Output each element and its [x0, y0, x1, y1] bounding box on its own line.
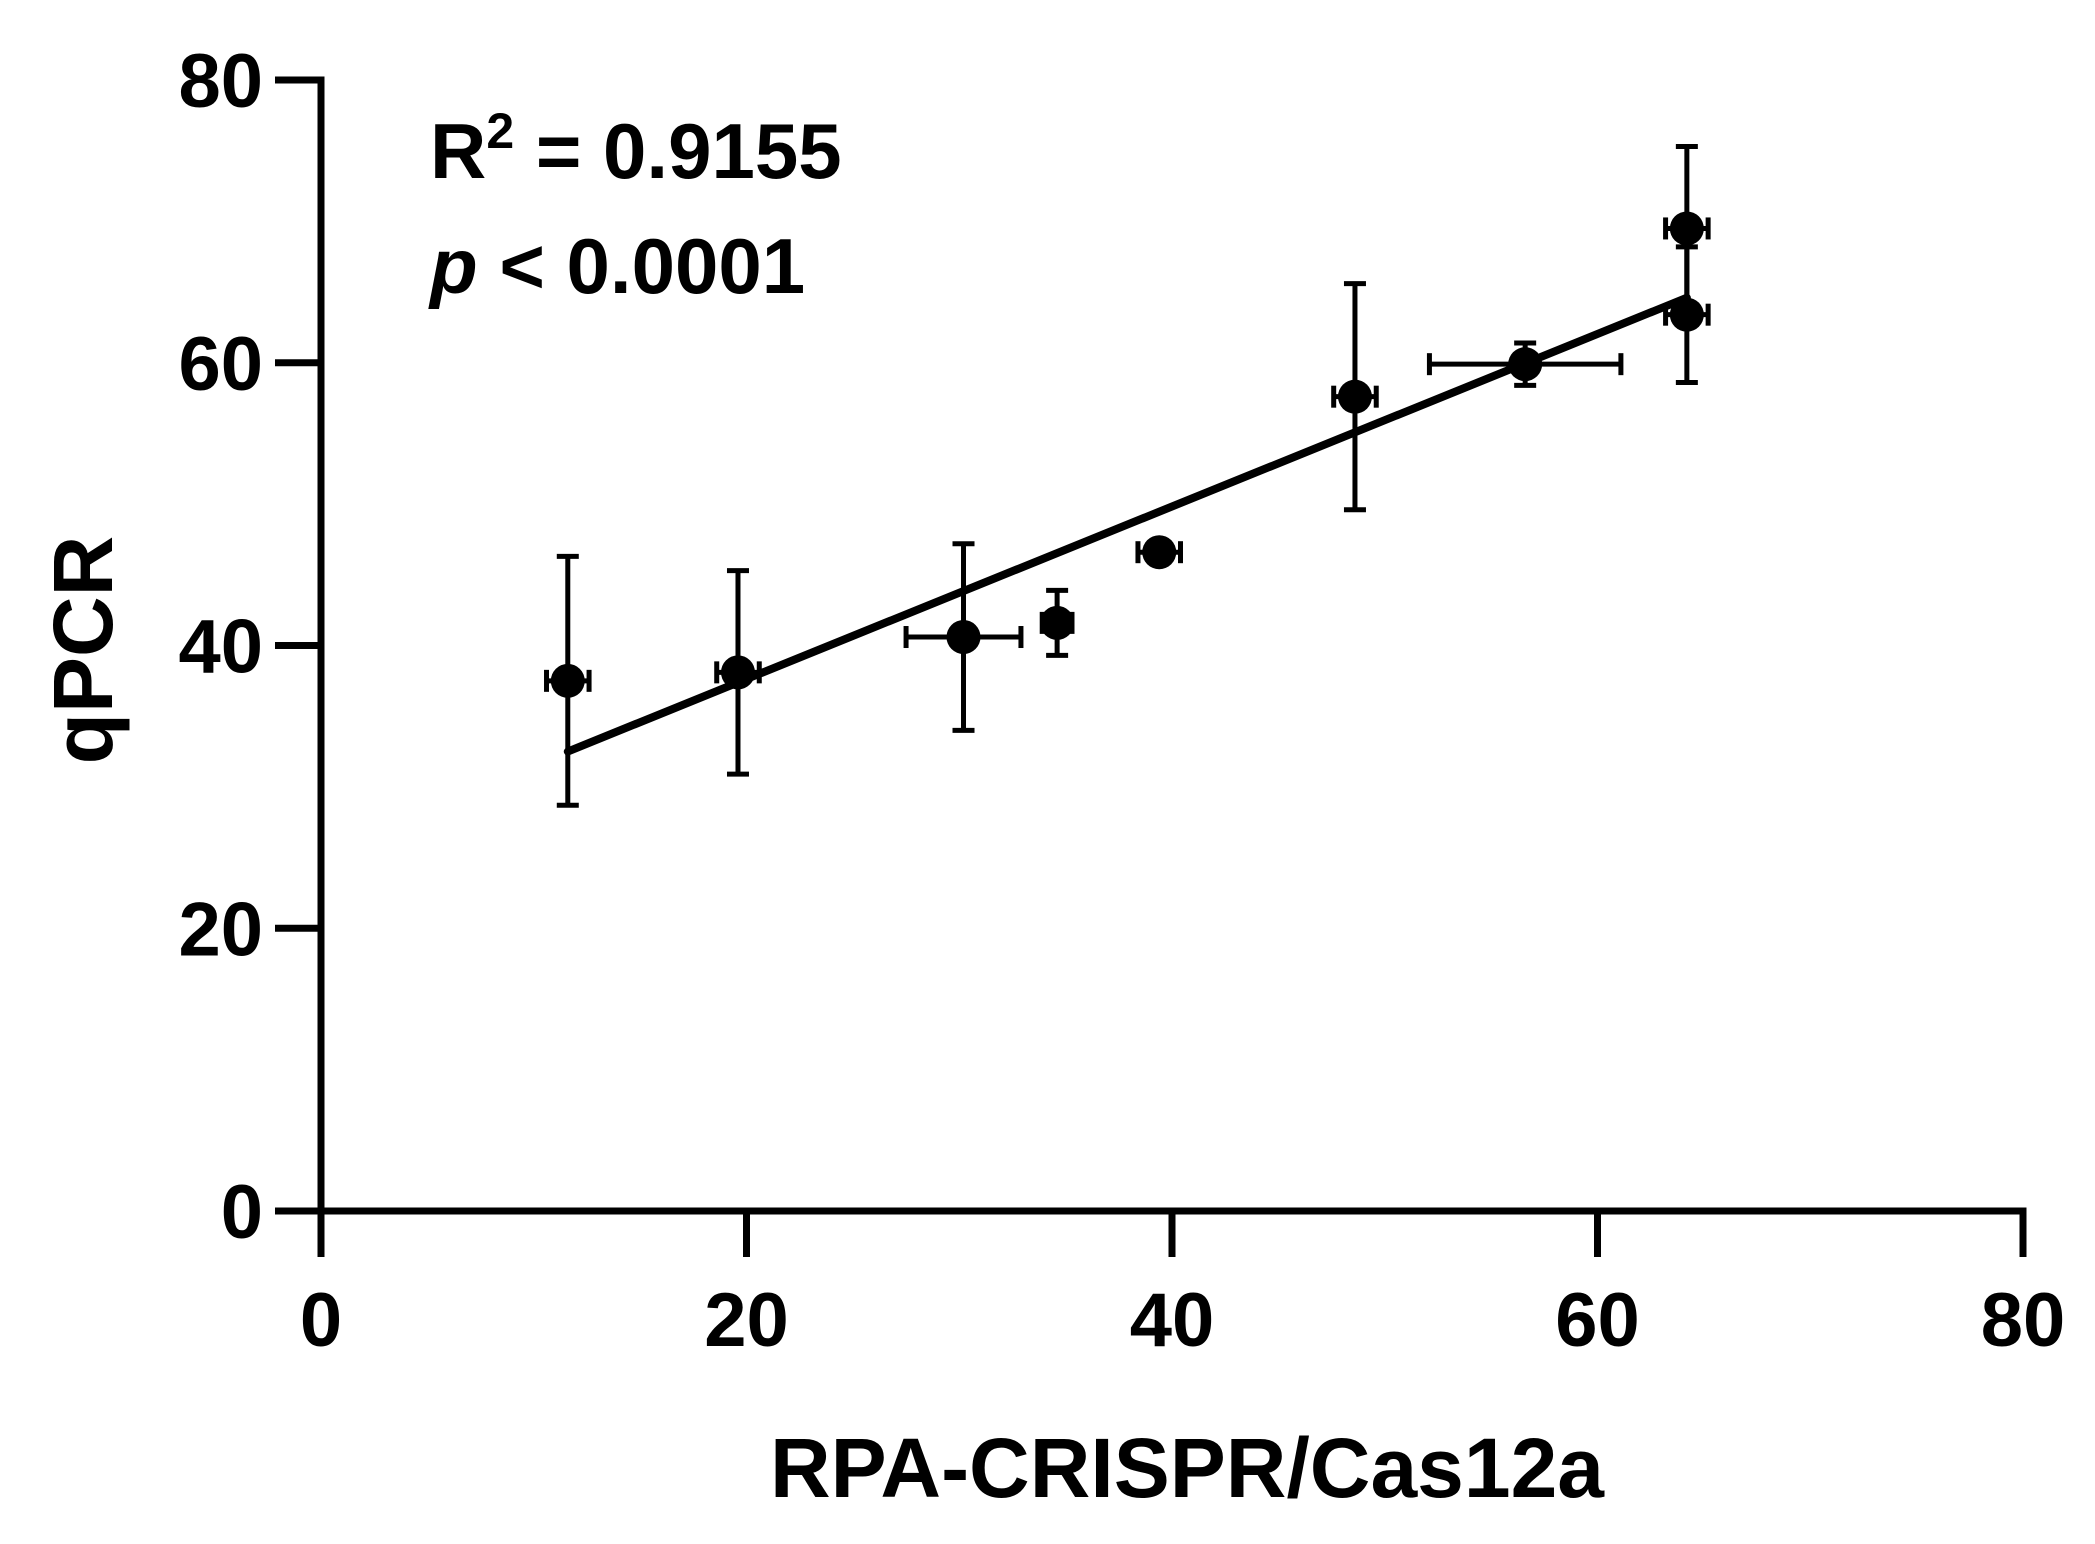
x-tick-label: 60: [1555, 1278, 1640, 1363]
data-point: [1669, 211, 1704, 246]
x-tick-label: 20: [704, 1278, 789, 1363]
data-point: [1337, 379, 1372, 414]
data-point: [1040, 605, 1075, 640]
y-tick-label: 40: [178, 605, 263, 690]
ticks: 0 20 40 60 80 0 20 40 60 80: [178, 39, 2065, 1363]
y-tick-label: 60: [178, 322, 263, 407]
y-axis-title: qPCR: [36, 536, 130, 765]
y-tick-label: 80: [178, 39, 263, 124]
data-point: [946, 620, 981, 655]
y-tick-label: 20: [178, 887, 263, 972]
data-point: [550, 663, 585, 698]
r-squared-annotation: R2 = 0.9155: [430, 103, 842, 195]
x-tick-label: 40: [1130, 1278, 1215, 1363]
x-tick-label: 80: [1981, 1278, 2066, 1363]
x-tick-label: 0: [300, 1278, 342, 1363]
data-points: [550, 211, 1704, 698]
data-point: [720, 655, 755, 690]
data-point: [1669, 297, 1704, 332]
data-point: [1142, 535, 1177, 570]
data-point: [1508, 347, 1543, 382]
x-axis-title: RPA-CRISPR/Cas12a: [770, 1421, 1605, 1515]
p-value-annotation: p < 0.0001: [428, 222, 805, 310]
y-tick-label: 0: [221, 1170, 263, 1255]
